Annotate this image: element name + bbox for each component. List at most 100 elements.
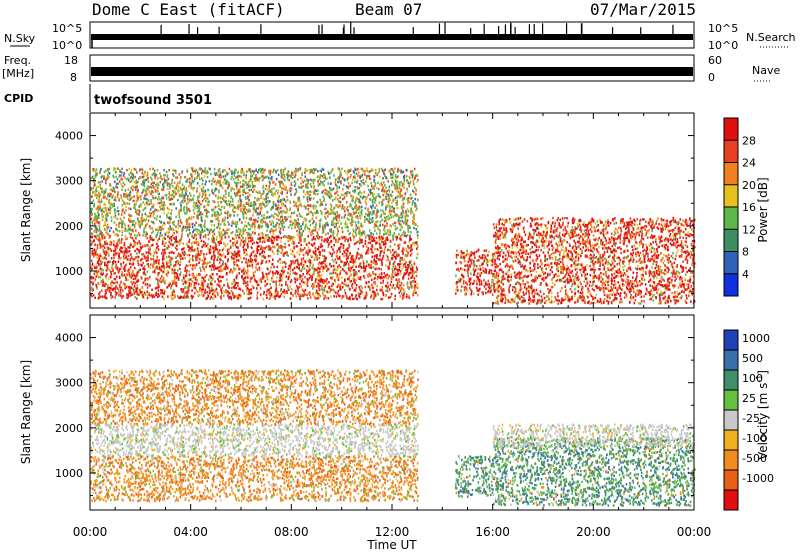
range-cell	[398, 265, 401, 269]
range-cell	[202, 266, 204, 269]
range-cell	[91, 220, 93, 223]
range-cell	[141, 167, 143, 171]
range-cell	[282, 228, 285, 231]
range-cell	[179, 253, 181, 256]
range-cell	[124, 279, 127, 282]
range-cell	[132, 277, 135, 281]
range-cell	[383, 272, 386, 275]
range-cell	[279, 210, 282, 213]
range-cell	[110, 270, 112, 274]
range-cell	[153, 181, 155, 184]
range-cell	[90, 259, 93, 262]
range-cell	[379, 220, 382, 224]
range-cell	[169, 218, 171, 222]
range-cell	[349, 214, 352, 217]
range-cell	[132, 272, 134, 275]
range-cell	[182, 288, 185, 291]
range-cell	[263, 237, 266, 241]
range-cell	[193, 212, 196, 215]
range-cell	[175, 281, 177, 284]
range-cell	[323, 286, 326, 290]
range-cell	[332, 230, 335, 233]
range-cell	[312, 204, 314, 208]
range-cell	[361, 233, 363, 237]
range-cell	[246, 242, 249, 246]
range-cell	[141, 176, 144, 179]
range-cell	[320, 262, 322, 265]
range-cell	[352, 261, 354, 264]
range-cell	[204, 275, 206, 278]
range-cell	[396, 199, 398, 203]
range-cell	[198, 273, 200, 276]
range-cell	[393, 243, 396, 246]
range-cell	[136, 234, 138, 237]
range-cell	[173, 281, 176, 285]
range-cell	[249, 236, 251, 240]
range-cell	[121, 233, 123, 237]
range-cell	[221, 186, 224, 190]
range-cell	[329, 290, 332, 293]
range-cell	[403, 290, 406, 294]
range-cell	[409, 281, 412, 284]
range-cell	[239, 237, 241, 240]
range-cell	[266, 200, 268, 203]
range-cell	[92, 199, 95, 202]
range-cell	[317, 272, 320, 275]
range-cell	[334, 258, 337, 261]
range-cell	[228, 295, 231, 299]
range-cell	[376, 262, 378, 266]
range-cell	[203, 267, 205, 270]
range-cell	[101, 207, 103, 211]
range-cell	[179, 263, 181, 267]
range-cell	[216, 258, 219, 261]
range-cell	[101, 180, 103, 183]
range-cell	[126, 236, 128, 240]
range-cell	[90, 243, 93, 246]
range-cell	[356, 215, 359, 218]
range-cell	[322, 168, 325, 171]
range-cell	[157, 195, 160, 199]
range-cell	[368, 272, 371, 276]
range-cell	[235, 295, 237, 299]
range-cell	[230, 268, 232, 271]
range-cell	[92, 283, 94, 286]
range-cell	[170, 287, 172, 290]
range-cell	[263, 275, 265, 278]
range-cell	[160, 292, 162, 295]
range-cell	[172, 280, 175, 283]
range-cell	[213, 238, 215, 241]
range-cell	[262, 292, 265, 296]
range-cell	[122, 267, 125, 270]
range-cell	[218, 230, 220, 233]
range-cell	[239, 296, 241, 300]
range-cell	[377, 227, 379, 230]
range-cell	[253, 201, 255, 204]
range-cell	[150, 182, 153, 186]
range-cell	[370, 218, 372, 221]
range-cell	[120, 249, 122, 253]
range-cell	[388, 274, 390, 278]
range-cell	[105, 291, 107, 294]
range-cell	[217, 241, 220, 244]
range-cell	[257, 207, 260, 210]
range-cell	[127, 296, 129, 300]
range-cell	[340, 182, 342, 185]
range-cell	[350, 279, 352, 283]
range-cell	[90, 211, 93, 214]
range-cell	[345, 248, 347, 251]
range-cell	[348, 246, 350, 249]
range-cell	[110, 249, 113, 252]
range-cell	[363, 232, 366, 236]
range-cell	[204, 261, 206, 265]
range-cell	[289, 272, 292, 275]
range-cell	[140, 275, 142, 279]
range-cell	[218, 235, 221, 238]
range-cell	[376, 220, 379, 223]
range-cell	[383, 228, 385, 232]
range-cell	[314, 189, 317, 193]
range-cell	[203, 262, 205, 265]
range-cell	[417, 236, 419, 240]
range-cell	[282, 254, 285, 257]
range-cell	[404, 262, 406, 266]
range-cell	[370, 198, 372, 202]
